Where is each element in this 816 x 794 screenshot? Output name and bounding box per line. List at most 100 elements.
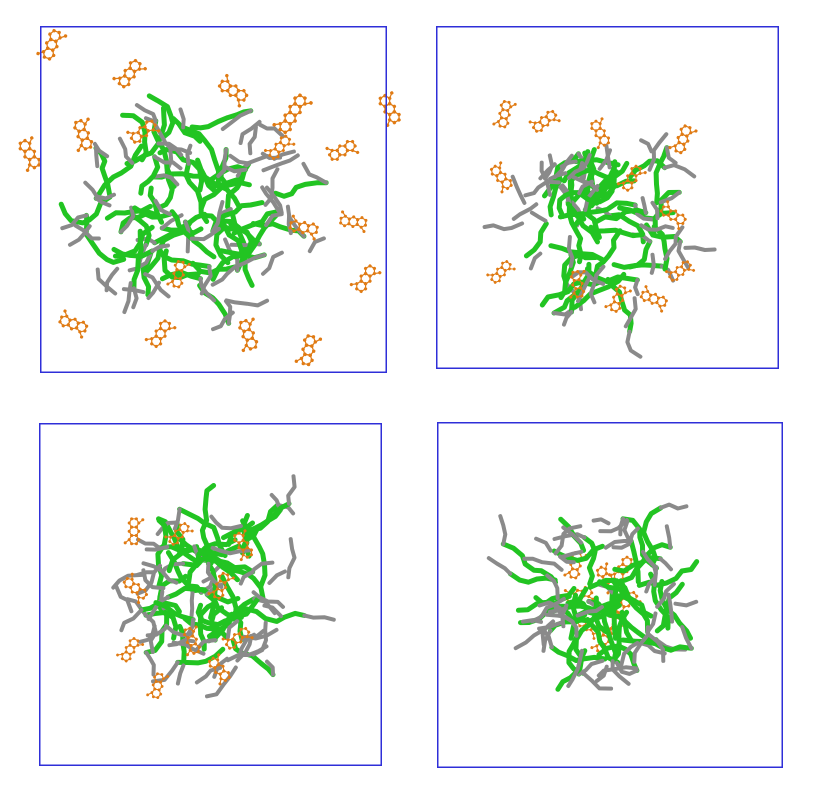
polymer-backbone (189, 108, 254, 131)
polymer-backbone (572, 271, 627, 310)
polymer-end-group (172, 507, 182, 531)
molecular-render-d (437, 422, 783, 768)
polymer-end-group (136, 537, 162, 550)
polymer-end-group (143, 612, 158, 654)
polymer-backbone (612, 555, 663, 574)
polymer-end-group (619, 641, 640, 667)
aromatic-molecule (73, 117, 94, 153)
polymer-end-group (594, 664, 609, 683)
polymer-backbone (651, 224, 670, 272)
polymer-end-group (604, 143, 612, 170)
aromatic-molecule (221, 626, 254, 650)
polymer-backbone (523, 221, 549, 259)
molecular-render-a (18, 26, 401, 373)
polymer-end-group (307, 236, 326, 254)
aromatic-molecule (659, 200, 687, 231)
polymer-backbone (653, 145, 670, 206)
polymer-end-group (121, 287, 146, 295)
polymer-end-group (680, 625, 694, 651)
molecular-render-c (39, 423, 382, 766)
polymer-end-group (265, 659, 275, 677)
aromatic-molecule (569, 269, 586, 299)
polymer-backbone (654, 581, 685, 634)
polymer-backbone (146, 93, 176, 141)
polymer-end-group (210, 264, 237, 287)
polymer-end-group (224, 299, 233, 326)
polymer-end-group (238, 569, 255, 586)
aromatic-molecule (492, 99, 517, 129)
polymer-end-group (151, 173, 180, 187)
polymer-backbone (225, 167, 248, 235)
aromatic-molecule (604, 284, 632, 313)
aromatic-molecule (294, 334, 323, 367)
aromatic-molecule (116, 637, 145, 663)
polymer-backbone (565, 201, 600, 245)
polymer-end-group (543, 153, 555, 181)
polymer-end-group (603, 539, 634, 550)
polymer-end-group (522, 556, 564, 572)
polymer-backbone (205, 561, 218, 621)
polymer-end-group (558, 554, 576, 565)
molecular-render-b (436, 26, 779, 369)
polymer-backbone (83, 212, 127, 265)
polymer-end-group (663, 225, 685, 261)
polymer-backbone (570, 160, 630, 180)
polymer-end-group (553, 524, 583, 556)
aromatic-molecule (590, 117, 610, 150)
polymer-end-group (153, 198, 172, 217)
polymer-backbone (570, 602, 622, 625)
polymer-end-group (575, 605, 604, 618)
polymer-end-group (127, 251, 153, 273)
polymer-backbone (240, 501, 292, 551)
polymer-end-group (152, 154, 183, 171)
polymer-end-group (640, 196, 648, 215)
polymer-end-group (545, 573, 560, 600)
simulation-panel-a (18, 26, 401, 373)
polymer-backbone (582, 178, 608, 213)
polymer-end-group (571, 175, 600, 192)
polymer-backbone (138, 154, 161, 196)
polymer-backbone (273, 180, 329, 199)
polymer-end-group (94, 146, 100, 169)
polymer-end-group (175, 663, 186, 686)
polymer-end-group (632, 625, 650, 664)
polymer-end-group (220, 108, 253, 131)
polymer-end-group (150, 243, 170, 253)
polymer-end-group (60, 213, 89, 231)
polymer-end-group (95, 267, 118, 296)
polymer-backbone (132, 205, 173, 220)
polymer-end-group (647, 132, 669, 172)
polymer-end-group (302, 613, 336, 622)
polymer-end-group (286, 213, 293, 236)
polymer-end-group (530, 596, 566, 624)
aromatic-molecule (639, 285, 668, 313)
polymer-end-group (261, 250, 284, 276)
polymer-end-group (639, 223, 675, 232)
polymer-end-group (566, 648, 584, 688)
polymer-end-group (664, 524, 673, 550)
polymer-end-group (662, 163, 697, 179)
polymer-end-group (567, 153, 592, 180)
polymer-backbone (104, 203, 153, 221)
aromatic-molecule (112, 58, 147, 89)
simulation-panel-d (437, 422, 783, 768)
polymer-backbone (539, 278, 605, 308)
polymer-end-group (553, 605, 579, 638)
polymer-end-group (205, 665, 238, 699)
polymer-end-group (209, 514, 243, 531)
aromatic-molecule (489, 161, 513, 194)
polymer-end-group (658, 556, 673, 572)
polymer-end-group (162, 139, 193, 155)
polymer-end-group (189, 226, 221, 242)
polymer-backbone (581, 535, 598, 587)
aromatic-molecule (349, 264, 382, 294)
polymer-backbone (153, 600, 196, 623)
aromatic-molecule (122, 572, 148, 605)
aromatic-molecule (378, 91, 401, 127)
simulation-box (436, 26, 779, 369)
polymer-end-group (562, 310, 574, 327)
polymer-end-group (676, 239, 690, 270)
aromatic-molecule (263, 134, 296, 160)
simulation-box (39, 423, 382, 766)
polymer-end-group (223, 165, 248, 174)
